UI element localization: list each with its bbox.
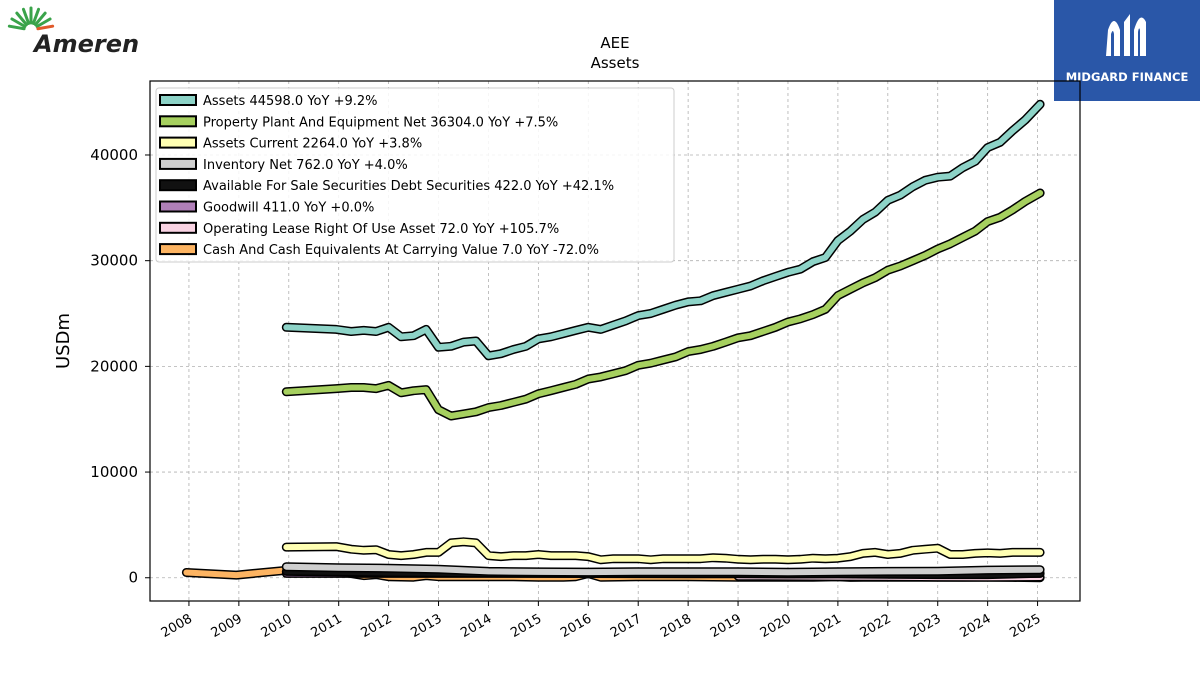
x-tick-label: 2020 (758, 611, 794, 641)
series-assets (281, 99, 1045, 361)
y-tick-label: 10000 (90, 463, 138, 481)
plot-frame (149, 80, 1081, 602)
series-inventory-net (281, 562, 1045, 577)
chart-legend: Assets 44598.0 YoY +9.2% Property Plant A… (155, 87, 675, 263)
y-tick-label: 30000 (90, 252, 138, 270)
midgard-finance-text: MIDGARD FINANCE (1065, 70, 1189, 84)
legend-box (155, 87, 675, 263)
legend-swatch (159, 179, 197, 192)
legend-swatch (159, 136, 197, 149)
logo-ray (10, 17, 27, 28)
legend-entry: Inventory Net 762.0 YoY +4.0% (203, 158, 408, 173)
x-axis-ticks: 2008 2009 2010 2011 2012 2013 2014 2015 2016 2017… (159, 601, 1044, 641)
series-assets-current (281, 537, 1045, 565)
legend-entry: Operating Lease Right Of Use Asset 72.0 … (203, 222, 559, 237)
x-tick-label: 2013 (408, 611, 444, 641)
midgard-mark-icon (1106, 14, 1146, 56)
x-tick-label: 2023 (908, 611, 944, 641)
x-tick-label: 2015 (508, 611, 544, 641)
logo-ray (21, 7, 31, 25)
x-tick-label: 2008 (159, 611, 195, 641)
logo-ray (33, 11, 47, 27)
x-tick-label: 2025 (1007, 611, 1043, 641)
y-tick-label: 0 (128, 569, 138, 587)
x-tick-label: 2021 (808, 611, 844, 641)
y-axis-ticks: 0 10000 20000 30000 40000 (90, 146, 150, 587)
legend-entry: Property Plant And Equipment Net 36304.0… (203, 115, 558, 130)
legend-entry: Available For Sale Securities Debt Secur… (203, 179, 614, 194)
logo-ray (35, 17, 52, 28)
logo-ray (36, 24, 55, 31)
x-tick-label: 2016 (558, 611, 594, 641)
legend-swatch (159, 243, 197, 256)
ameren-sunburst-icon: Ameren (7, 6, 139, 58)
legend-swatch (159, 221, 197, 234)
logo-ray (7, 24, 26, 31)
x-tick-label: 2019 (708, 611, 744, 641)
series-line (283, 563, 1044, 576)
legend-entry: Goodwill 411.0 YoY +0.0% (203, 201, 374, 216)
legend-swatch (159, 115, 197, 128)
x-tick-label: 2009 (209, 611, 245, 641)
y-tick-label: 40000 (90, 146, 138, 164)
x-tick-label: 2022 (858, 611, 894, 641)
x-tick-label: 2010 (259, 611, 295, 641)
legend-entry: Assets 44598.0 YoY +9.2% (203, 94, 378, 109)
x-tick-label: 2012 (358, 611, 394, 641)
series-line (283, 190, 1044, 419)
y-tick-label: 20000 (90, 357, 138, 375)
chart-title: AEE (600, 34, 629, 52)
chart-subtitle: Assets (591, 54, 640, 72)
x-tick-label: 2014 (458, 611, 494, 641)
legend-entry: Assets Current 2264.0 YoY +3.8% (203, 137, 422, 152)
series-line (283, 538, 1044, 563)
x-tick-label: 2024 (957, 611, 993, 641)
logo-ray (15, 11, 29, 27)
x-tick-label: 2018 (658, 611, 694, 641)
series-line (283, 101, 1044, 359)
legend-swatch (159, 94, 197, 106)
x-tick-label: 2017 (608, 611, 644, 641)
legend-entry: Cash And Cash Equivalents At Carrying Va… (203, 243, 599, 258)
midgard-finance-logo: MIDGARD FINANCE (1054, 0, 1200, 101)
logo-ray (31, 7, 41, 25)
series-property-plant-and-equipment-net (281, 188, 1045, 421)
ameren-logo-text: Ameren (32, 30, 139, 56)
x-tick-label: 2011 (309, 611, 345, 641)
legend-swatch (159, 157, 197, 170)
legend-swatch (159, 200, 197, 213)
chart-series (181, 99, 1045, 583)
ameren-logo: Ameren (4, 4, 144, 58)
y-axis-label: USDm (53, 313, 74, 369)
